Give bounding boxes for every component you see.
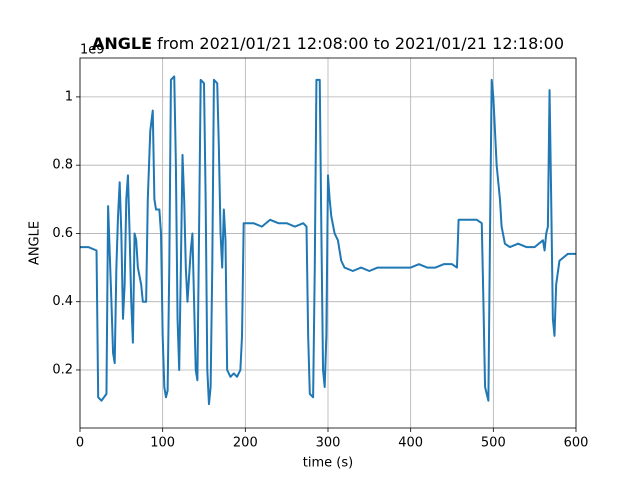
x-tick-label: 100 — [150, 436, 175, 451]
data-line — [80, 75, 576, 406]
x-tick-label: 500 — [481, 436, 506, 451]
y-tick-label: 0.6 — [52, 226, 73, 241]
y-tick-label: 1 — [65, 89, 73, 104]
x-tick-label: 200 — [233, 436, 258, 451]
x-axis-label: time (s) — [303, 456, 353, 471]
chart-title: ANGLE from 2021/01/21 12:08:00 to 2021/0… — [92, 34, 564, 53]
y-offset-label: 1e9 — [80, 43, 105, 58]
y-tick-label: 0.4 — [52, 294, 73, 309]
x-tick-label: 400 — [398, 436, 423, 451]
y-tick-label: 0.8 — [52, 158, 73, 173]
x-tick-label: 0 — [76, 436, 84, 451]
x-tick-label: 300 — [316, 436, 341, 451]
title-rest: from 2021/01/21 12:08:00 to 2021/01/21 1… — [157, 34, 564, 53]
plot-frame — [79, 57, 577, 429]
x-tick-label: 600 — [564, 436, 589, 451]
y-axis-label: ANGLE — [28, 221, 43, 265]
y-tick-label: 0.2 — [52, 362, 73, 377]
title-bold: ANGLE — [92, 34, 152, 53]
